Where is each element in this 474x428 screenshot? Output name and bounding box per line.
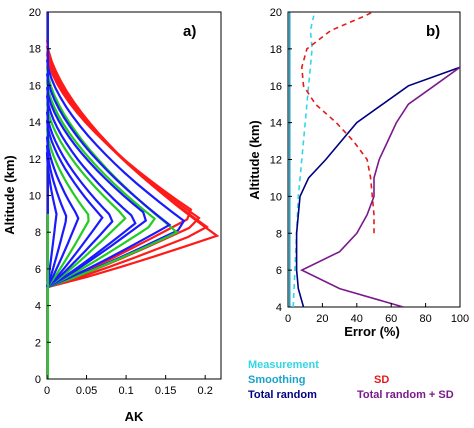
panel-a-y-tick-label: 8 [35, 227, 41, 239]
panel-b-x-tick-label: 20 [316, 313, 328, 325]
kernel-line-11 [45, 103, 127, 289]
kernel-line-10 [45, 95, 137, 289]
panel-a-x-axis-label: AK [125, 409, 144, 424]
kernel-line-15 [45, 136, 80, 288]
panel-b-y-tick-label: 16 [270, 81, 282, 93]
panel-a-x-tick-label: 0.2 [198, 385, 213, 397]
kernel-line-4 [45, 54, 193, 289]
panel-a-label: a) [183, 23, 196, 40]
panel-b-y-axis-label: Altitude (km) [247, 120, 262, 199]
panel-a-y-tick-label: 0 [35, 374, 41, 386]
panel-b-y-tick-label: 8 [276, 228, 282, 240]
panel-b-frame [287, 11, 461, 308]
series-line-total-random [295, 66, 460, 307]
panel-a-y-tick-label: 12 [29, 154, 41, 166]
panel-b-x-axis-label: Error (%) [344, 324, 400, 339]
kernel-line-16 [45, 144, 68, 288]
panel-b-y-tick-label: 18 [270, 44, 282, 56]
panel-b-label: b) [426, 23, 440, 40]
kernel-line-8 [45, 81, 157, 289]
kernel-line-12 [45, 111, 114, 289]
kernel-line-13 [45, 120, 104, 289]
panel-b-y-tick-label: 10 [270, 191, 282, 203]
panel-a-x-tick-label: 0.05 [76, 385, 97, 397]
panel-a-y-ticks: 0 2 4 6 8 10 12 14 16 18 20 [29, 7, 51, 386]
panel-b-y-tick-label: 20 [270, 7, 282, 19]
panel-b-x-tick-label: 100 [451, 313, 469, 325]
kernel-line-9 [45, 87, 148, 289]
panel-b-x-tick-label: 0 [285, 313, 291, 325]
kernel-line-14 [45, 128, 90, 288]
legend-sd: SD [374, 374, 389, 386]
panel-a-y-tick-label: 16 [29, 80, 41, 92]
panel-a-x-tick-label: 0.1 [118, 385, 133, 397]
panel-a-y-tick-label: 4 [35, 301, 41, 313]
series-line-sd [300, 12, 375, 234]
panel-a-y-axis-label: Altitude (km) [2, 155, 17, 234]
panel-a-y-tick-label: 10 [29, 191, 41, 203]
panel-b: 0 20 40 60 80 100 4 6 8 10 12 14 16 18 20 b) Error (%… [247, 7, 469, 339]
panel-a-kernel-lines [45, 12, 220, 379]
panel-a-y-tick-label: 14 [29, 117, 41, 129]
legend: Measurement Smoothing Total random SD To… [248, 359, 454, 401]
kernel-line-7 [45, 73, 172, 289]
panel-a-x-tick-label: 0.15 [155, 385, 176, 397]
panel-b-y-tick-label: 6 [276, 265, 282, 277]
panel-a-y-tick-label: 20 [29, 7, 41, 19]
panel-a-y-tick-label: 6 [35, 264, 41, 276]
panel-b-y-ticks: 4 6 8 10 12 14 16 18 20 [270, 7, 292, 314]
legend-total-random-sd: Total random + SD [357, 389, 454, 401]
panel-b-y-tick-label: 12 [270, 155, 282, 167]
legend-total-random: Total random [248, 389, 317, 401]
panel-b-x-tick-label: 60 [385, 313, 397, 325]
legend-smoothing: Smoothing [248, 374, 305, 386]
panel-b-x-tick-label: 40 [351, 313, 363, 325]
series-line-total-random-sd [299, 66, 460, 307]
panel-a-y-tick-label: 2 [35, 337, 41, 349]
panel-b-x-ticks: 0 20 40 60 80 100 [285, 303, 469, 325]
legend-measurement: Measurement [248, 359, 319, 371]
panel-a-x-tick-label: 0 [44, 385, 50, 397]
panel-b-y-tick-label: 4 [276, 302, 282, 314]
panel-a-y-tick-label: 18 [29, 44, 41, 56]
series-line-measurement [292, 15, 315, 307]
panel-b-y-tick-label: 14 [270, 118, 282, 130]
panel-b-x-tick-label: 80 [419, 313, 431, 325]
panel-a-x-ticks: 0 0.05 0.1 0.15 0.2 [44, 375, 213, 397]
panel-b-series-lines [288, 12, 460, 307]
